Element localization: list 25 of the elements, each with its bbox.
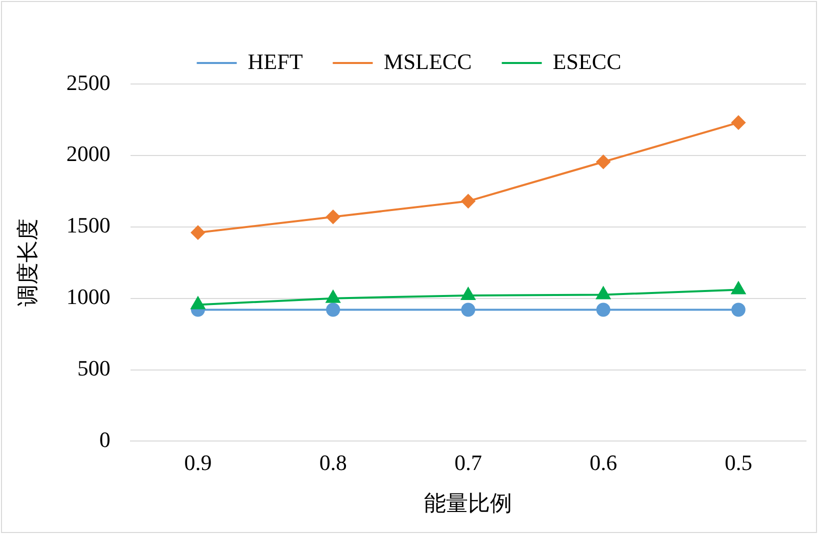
y-tick-label: 2000 [66,141,110,166]
x-tick-label: 0.6 [590,450,618,476]
legend-label: HEFT [248,48,304,74]
x-tick-label: 0.9 [184,450,212,476]
x-tick-label: 0.5 [724,450,752,476]
point [596,154,610,169]
point [461,302,476,317]
point [731,116,746,130]
y-tick-label: 1500 [66,212,110,238]
point [190,226,205,240]
x-axis-title: 能量比例 [424,490,512,516]
point [461,194,476,208]
point [596,302,610,317]
y-tick-label: 500 [77,356,110,381]
y-axis-title: 调度长度 [14,218,40,307]
legend-label: MSLECC [384,48,472,74]
y-tick-label: 2500 [66,70,110,95]
legend-label: ESECC [552,48,622,74]
x-tick-label: 0.7 [454,450,482,476]
y-tick-label: 0 [99,426,110,452]
y-tick-label: 1000 [66,284,110,310]
x-tick-label: 0.8 [319,450,347,476]
point [731,302,746,317]
point [326,302,340,317]
point [326,210,340,224]
